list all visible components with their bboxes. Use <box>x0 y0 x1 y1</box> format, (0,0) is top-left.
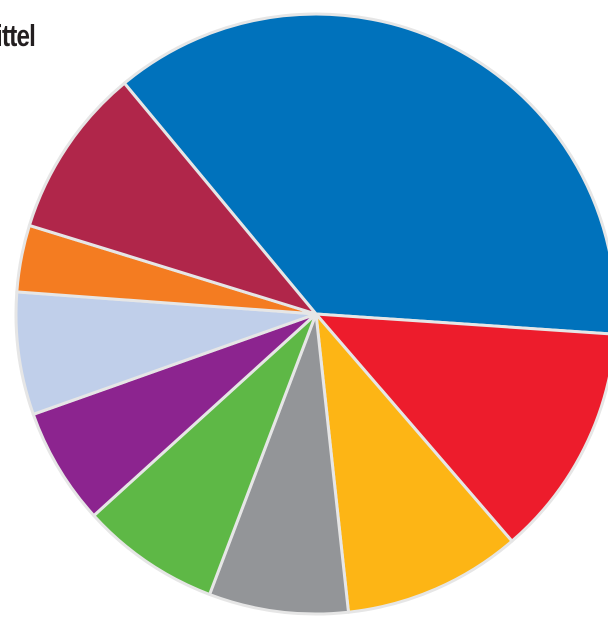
pie-slice-4 <box>208 312 350 616</box>
pie-slice-2 <box>314 312 608 543</box>
pie-slice-9 <box>27 81 318 316</box>
chart-title: ittel <box>0 18 36 53</box>
pie-slice-7 <box>14 290 318 416</box>
pie-slice-6 <box>31 312 318 518</box>
pie-slice-1 <box>122 12 608 336</box>
pie-slice-5 <box>92 312 318 596</box>
pie-slice-3 <box>314 312 514 614</box>
